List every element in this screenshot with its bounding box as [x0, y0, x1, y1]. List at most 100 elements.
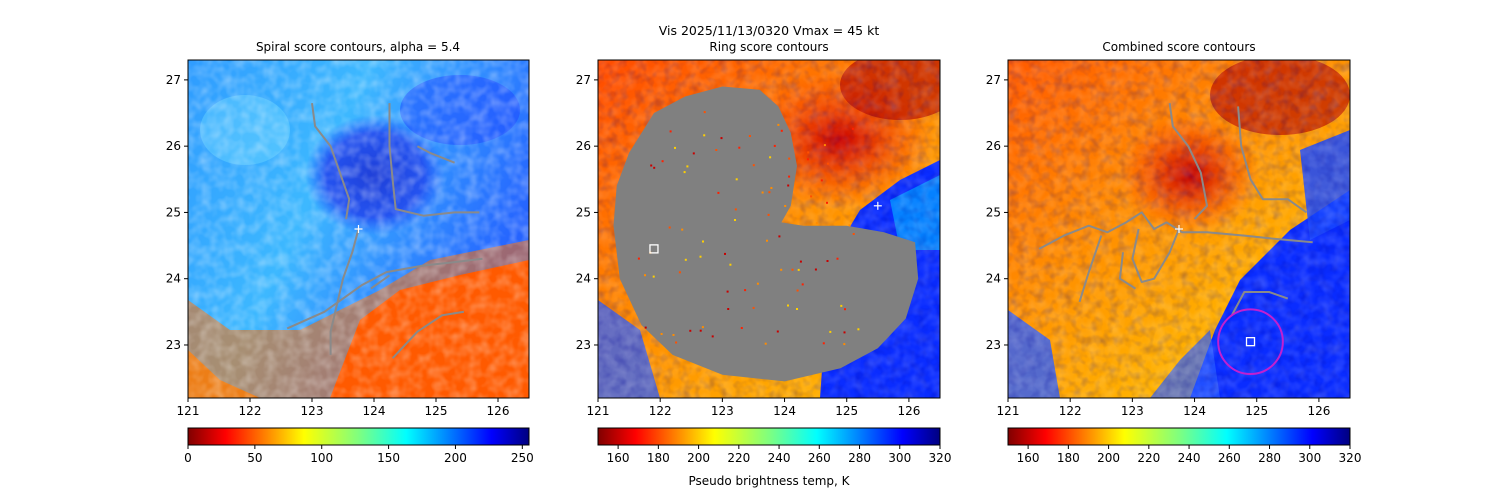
x-tick-label: 124	[363, 404, 386, 418]
colorbar-tick-label: 160	[607, 451, 630, 465]
y-tick-label: 24	[986, 272, 1001, 286]
mask-speck	[829, 330, 832, 333]
mask-speck	[715, 149, 718, 151]
mask-speck	[773, 144, 776, 147]
panel-title: Ring score contours	[709, 40, 828, 54]
colorbar-tick-label: 320	[1339, 451, 1362, 465]
y-tick-label: 24	[166, 272, 181, 286]
mask-speck	[702, 240, 704, 243]
mask-speck	[777, 123, 780, 126]
mask-speck	[756, 282, 759, 285]
panel-combined: Combined score contours 121 122 123 124 125 1…	[986, 40, 1362, 465]
colorbar-tick-label: 240	[768, 451, 791, 465]
score-contour	[1168, 102, 1208, 220]
colorbar-tick-label: 220	[727, 451, 750, 465]
x-tick-label: 123	[1121, 404, 1144, 418]
x-tick-label: 126	[487, 404, 510, 418]
mask-speck	[780, 129, 783, 132]
mask-speck	[810, 195, 813, 198]
mask-speck	[784, 205, 787, 207]
x-tick-label: 121	[587, 404, 610, 418]
mask-speck	[644, 274, 646, 277]
y-tick-label: 23	[166, 338, 181, 352]
mask-speck	[766, 239, 768, 242]
colorbar-tick-label: 250	[511, 451, 534, 465]
mask-speck	[840, 304, 843, 307]
mask-speck	[796, 289, 799, 292]
x-tick-label: 123	[301, 404, 324, 418]
x-tick-label: 121	[177, 404, 200, 418]
y-axis: 23 24 25 26 27	[986, 73, 1008, 352]
mask-speck	[826, 260, 829, 262]
colorbar-tick-label: 50	[247, 451, 262, 465]
mask-speck	[669, 130, 672, 133]
panel-title: Combined score contours	[1102, 40, 1255, 54]
y-tick-label: 23	[576, 338, 591, 352]
figure-suptitle: Vis 2025/11/13/0320 Vmax = 45 kt	[659, 23, 880, 38]
mask-speck	[801, 283, 804, 286]
mask-speck	[735, 178, 738, 181]
colorbar-tick-label: 180	[647, 451, 670, 465]
center-square-marker	[649, 244, 659, 254]
mask-speck	[823, 144, 826, 147]
colorbar-tick-label: 320	[929, 451, 952, 465]
x-tick-label: 126	[897, 404, 920, 418]
mask-speck	[768, 191, 771, 194]
mask-speck	[689, 329, 692, 332]
mask-speck	[699, 329, 702, 332]
mask-speck	[734, 208, 737, 211]
mask-speck	[748, 135, 751, 137]
mask-speck	[844, 308, 846, 311]
mask-speck	[788, 157, 791, 160]
mask-speck	[761, 191, 764, 194]
colorbar-tick-label: 200	[687, 451, 710, 465]
mask-speck	[672, 334, 675, 336]
mask-speck	[675, 341, 678, 344]
mask-speck	[806, 158, 809, 161]
mask-speck	[852, 233, 855, 235]
mask-speck	[674, 146, 676, 149]
colorbar-tick-label: 260	[1218, 451, 1241, 465]
x-tick-label: 122	[1059, 404, 1082, 418]
score-contour	[370, 274, 391, 290]
mask-speck	[678, 271, 681, 274]
mask-speck	[729, 263, 732, 266]
colorbar-tick-label: 0	[184, 451, 192, 465]
mask-speck	[752, 164, 755, 167]
center-circle	[1217, 308, 1284, 376]
colorbar-tick-label: 160	[1017, 451, 1040, 465]
score-contour	[388, 103, 480, 217]
mask-speck	[822, 342, 825, 345]
y-axis: 23 24 25 26 27	[166, 73, 188, 352]
mask-speck	[770, 187, 773, 189]
mask-speck	[787, 304, 789, 307]
mask-speck	[661, 160, 664, 163]
colorbar-tick-label: 280	[1258, 451, 1281, 465]
plot-frame	[597, 59, 941, 399]
mask-speck	[726, 290, 729, 293]
mask-speck	[848, 224, 851, 227]
x-tick-label: 125	[1245, 404, 1268, 418]
mask-speck	[717, 191, 720, 194]
score-contour	[1118, 252, 1137, 290]
x-axis: 121 122 123 124 125 126	[997, 398, 1330, 418]
x-axis: 121 122 123 124 125 126	[587, 398, 920, 418]
x-tick-label: 121	[997, 404, 1020, 418]
mask-speck	[807, 151, 810, 154]
score-contour	[391, 310, 465, 359]
score-contour	[311, 102, 351, 220]
mask-speck	[815, 222, 818, 225]
y-tick-label: 25	[166, 205, 181, 219]
mask-speck	[684, 258, 687, 261]
colorbar: 160 180 200 220 240 260 280 300 320	[1007, 427, 1362, 465]
mask-speck	[814, 268, 817, 271]
mask-speck	[711, 335, 714, 338]
plot-frame	[187, 59, 530, 399]
y-tick-label: 27	[166, 73, 181, 87]
colorbar-tick-label: 100	[310, 451, 333, 465]
score-contour	[1078, 235, 1103, 303]
x-axis: 121 122 123 124 125 126	[177, 398, 510, 418]
mask-speck	[780, 268, 783, 271]
mask-speck	[744, 289, 747, 292]
mask-speck	[699, 255, 702, 258]
